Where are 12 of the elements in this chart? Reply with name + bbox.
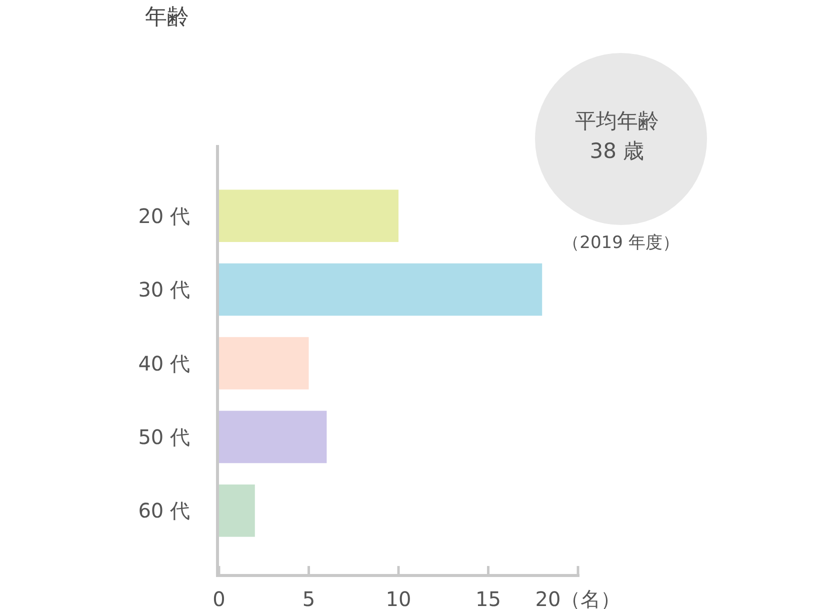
y-tick-label: 50 代 <box>138 424 190 449</box>
annotation: （2019 年度） <box>562 233 680 253</box>
x-tick-label: 5 <box>302 587 316 609</box>
y-tick-label: 60 代 <box>138 498 190 523</box>
x-tick-label: 15 <box>476 587 501 609</box>
y-tick-label: 30 代 <box>138 278 190 302</box>
y-tick-label: 40 代 <box>138 351 190 376</box>
x-tick-label: 10 <box>386 587 412 609</box>
title: 年齢 <box>145 5 189 30</box>
y-tick-label: 20 代 <box>138 204 190 228</box>
annotation: 平均年齢 38 歳 <box>575 109 659 163</box>
x-tick-label: 0 <box>212 587 226 609</box>
